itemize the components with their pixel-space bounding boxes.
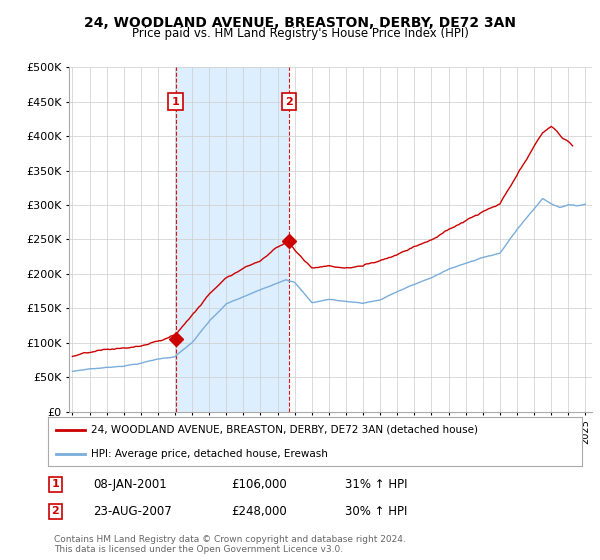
Text: Price paid vs. HM Land Registry's House Price Index (HPI): Price paid vs. HM Land Registry's House …: [131, 27, 469, 40]
Text: 23-AUG-2007: 23-AUG-2007: [93, 505, 172, 518]
Text: HPI: Average price, detached house, Erewash: HPI: Average price, detached house, Erew…: [91, 449, 328, 459]
Text: 08-JAN-2001: 08-JAN-2001: [93, 478, 167, 491]
Text: Contains HM Land Registry data © Crown copyright and database right 2024.
This d: Contains HM Land Registry data © Crown c…: [54, 535, 406, 554]
Text: 31% ↑ HPI: 31% ↑ HPI: [345, 478, 407, 491]
Bar: [176, 67, 289, 412]
Text: 24, WOODLAND AVENUE, BREASTON, DERBY, DE72 3AN (detached house): 24, WOODLAND AVENUE, BREASTON, DERBY, DE…: [91, 425, 478, 435]
Text: 1: 1: [52, 479, 59, 489]
Text: 24, WOODLAND AVENUE, BREASTON, DERBY, DE72 3AN: 24, WOODLAND AVENUE, BREASTON, DERBY, DE…: [84, 16, 516, 30]
Text: 2: 2: [52, 506, 59, 516]
Text: £106,000: £106,000: [231, 478, 287, 491]
Text: 1: 1: [172, 97, 179, 106]
Text: 2: 2: [285, 97, 293, 106]
Text: £248,000: £248,000: [231, 505, 287, 518]
Text: 30% ↑ HPI: 30% ↑ HPI: [345, 505, 407, 518]
